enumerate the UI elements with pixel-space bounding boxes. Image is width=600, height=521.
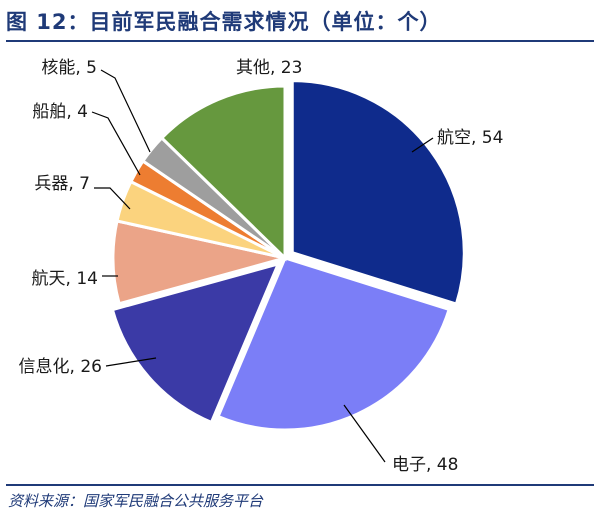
pie-slices [110,79,466,432]
leader-line-1 [343,404,386,463]
pie-slice-7 [159,84,287,262]
leader-lines [91,69,434,463]
slice-label-3: 航天, 14 [32,269,98,289]
source-divider [6,484,594,486]
leader-line-5 [91,111,141,176]
slice-label-6: 核能, 5 [41,58,97,78]
leader-line-2 [105,357,157,367]
pie-slice-2 [110,261,281,425]
pie-chart: 航空, 54 电子, 48 信息化, 26 航天, 14 兵器, 7 船舶, 4 核能, 5… [19,58,504,475]
pie-slice-0 [290,79,466,306]
slice-label-4: 兵器, 7 [34,174,90,194]
title-divider [6,40,594,42]
slice-labels: 航空, 54 电子, 48 信息化, 26 航天, 14 兵器, 7 船舶, 4 核能, 5… [19,58,504,475]
slice-label-7: 其他, 23 [236,58,302,78]
chart-title: 图 12：目前军民融合需求情况（单位：个） [6,10,442,34]
slice-label-1: 电子, 48 [392,455,458,475]
leader-line-4 [94,187,131,210]
source-note: 资料来源：国家军民融合公共服务平台 [8,492,264,510]
leader-line-6 [100,69,151,153]
pie-slice-1 [216,256,452,432]
slice-label-0: 航空, 54 [437,128,503,148]
slice-label-5: 船舶, 4 [32,102,88,122]
leader-line-0 [411,137,434,153]
slice-label-2: 信息化, 26 [19,357,102,377]
